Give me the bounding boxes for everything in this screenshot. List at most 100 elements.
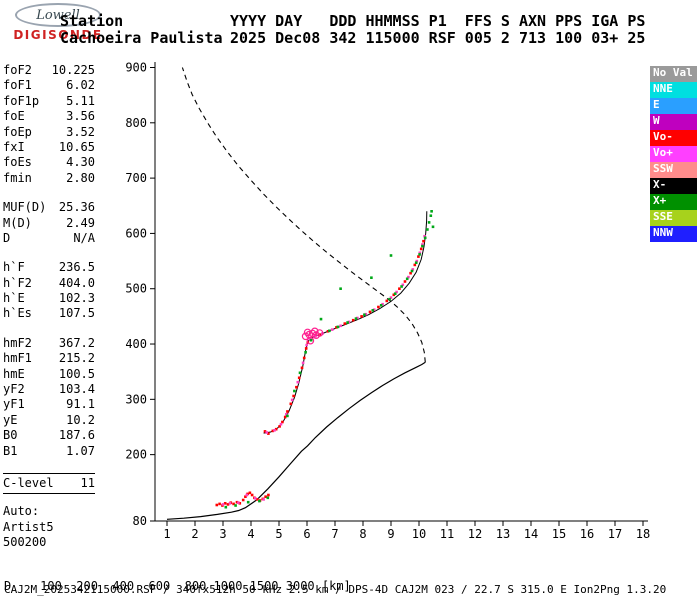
- legend-item: NNE: [650, 82, 697, 98]
- param-value: 3.56: [66, 109, 95, 124]
- o-mode-echoes-pink: [381, 302, 384, 306]
- param-label: foEs: [3, 155, 32, 170]
- param-label: h`F2: [3, 275, 32, 290]
- artist-trace-fit: [263, 211, 428, 434]
- x-tick-label: 17: [608, 527, 622, 541]
- o-mode-echoes-red: [413, 263, 417, 267]
- param-label: hmF1: [3, 351, 32, 366]
- o-mode-echoes-red: [302, 356, 306, 360]
- o-mode-echoes-red: [215, 503, 219, 507]
- param-row: foEs 4.30: [3, 155, 95, 170]
- o-mode-echoes-red: [300, 366, 304, 370]
- parameter-panel: foF2 10.225 foF1 6.02 foF1p 5.11 foE 3.56 foEp 3.…: [3, 63, 95, 565]
- legend-item: Vo-: [650, 130, 697, 146]
- x-mode-echoes-green: [309, 338, 313, 342]
- param-value: 103.4: [58, 382, 95, 397]
- param-label: fmin: [3, 170, 32, 185]
- distance-row: D 100 200 400 600 800 1000 1500 3000 [km…: [4, 579, 351, 593]
- o-mode-echoes-red: [326, 330, 330, 333]
- param-row: B0 187.6: [3, 428, 95, 443]
- y-tick-label: 700: [125, 171, 147, 185]
- param-value: 2.80: [66, 170, 95, 185]
- param-label: MUF(D): [3, 200, 47, 215]
- f1-cusp-markers: [308, 329, 317, 338]
- x-mode-echoes-green: [328, 329, 331, 333]
- o-mode-echoes-red: [241, 498, 245, 502]
- o-mode-echoes-red: [223, 502, 227, 505]
- o-mode-echoes-pink: [423, 234, 426, 238]
- param-label: fxI: [3, 139, 25, 154]
- o-mode-echoes-red: [255, 498, 259, 501]
- x-mode-echoes-green: [336, 325, 340, 329]
- x-tick-label: 14: [524, 527, 538, 541]
- y-tick-label: 200: [125, 448, 147, 462]
- o-mode-echoes-pink: [305, 343, 308, 347]
- x-mode-echoes-green: [423, 236, 427, 240]
- legend-item: W: [650, 114, 697, 130]
- param-value: 5.11: [66, 93, 95, 108]
- o-mode-echoes-red: [417, 255, 420, 258]
- param-value: 25.36: [58, 200, 95, 215]
- param-label: foF2: [3, 63, 32, 77]
- param-section: Auto: Artist5 500200: [3, 504, 95, 550]
- x-mode-echoes-green: [304, 351, 307, 354]
- x-mode-echoes-green: [354, 317, 358, 320]
- x-tick-label: 4: [247, 527, 254, 541]
- f1-cusp-markers: [315, 329, 324, 337]
- o-mode-echoes-red: [392, 293, 396, 297]
- param-value: 10.225: [51, 63, 95, 77]
- param-label: h`E: [3, 291, 25, 306]
- o-mode-echoes-red: [267, 493, 270, 497]
- x-mode-echoes-green: [405, 277, 409, 281]
- o-mode-echoes-pink: [301, 361, 305, 365]
- o-mode-echoes-pink: [290, 398, 294, 402]
- f1-cusp-markers: [303, 328, 312, 337]
- o-mode-echoes-red: [286, 410, 289, 413]
- o-mode-echoes-pink: [407, 275, 410, 279]
- o-mode-echoes-red: [377, 305, 380, 309]
- param-section: h`F 236.5 h`F2 404.0 h`E 102.3 h`Es 107.5: [3, 260, 95, 322]
- x-mode-echoes-green: [431, 225, 435, 229]
- param-label: Auto:: [3, 504, 40, 519]
- param-value: 107.5: [58, 306, 95, 321]
- param-label: D: [3, 230, 11, 245]
- o-mode-echoes-pink: [273, 429, 276, 432]
- o-mode-echoes-pink: [421, 243, 424, 246]
- f1-cusp-markers: [301, 332, 310, 341]
- x-tick-label: 9: [387, 527, 394, 541]
- param-value: 1.07: [66, 443, 95, 458]
- o-mode-echoes-pink: [245, 493, 249, 497]
- x-mode-echoes-green: [286, 414, 289, 418]
- x-mode-echoes-green: [429, 214, 433, 217]
- o-mode-echoes-red: [278, 425, 281, 428]
- o-mode-echoes-pink: [364, 312, 368, 316]
- x-mode-echoes-green: [246, 500, 250, 504]
- o-mode-echoes-red: [368, 310, 372, 314]
- x-tick-label: 2: [191, 527, 198, 541]
- x-mode-echoes-green: [414, 261, 418, 264]
- muf-distance-table: D 100 200 400 600 800 1000 1500 3000 [km…: [4, 551, 358, 600]
- station-name: Cachoeira Paulista: [60, 29, 223, 47]
- x-tick-label: 1: [163, 527, 170, 541]
- o-mode-echoes-red: [360, 315, 363, 318]
- o-mode-echoes-pink: [228, 502, 232, 505]
- logo-digisonde-text: DIGISONDE: [13, 28, 103, 42]
- param-row: fmin 2.80: [3, 171, 95, 186]
- x-mode-echoes-green: [393, 292, 397, 295]
- y-tick-label: 800: [125, 116, 147, 130]
- x-tick-label: 18: [636, 527, 650, 541]
- x-mode-echoes-green: [346, 321, 349, 324]
- o-mode-echoes-red: [235, 500, 239, 504]
- x-tick-label: 16: [580, 527, 594, 541]
- o-mode-echoes-pink: [347, 320, 351, 324]
- o-mode-echoes-red: [343, 322, 347, 325]
- o-mode-echoes-pink: [330, 328, 334, 331]
- x-mode-echoes-green: [293, 389, 296, 393]
- param-value: 11: [80, 475, 95, 490]
- param-row: yF2 103.4: [3, 382, 95, 397]
- o-mode-echoes-pink: [339, 324, 342, 328]
- legend-item: SSW: [650, 162, 697, 178]
- x-mode-echoes-green: [298, 371, 302, 375]
